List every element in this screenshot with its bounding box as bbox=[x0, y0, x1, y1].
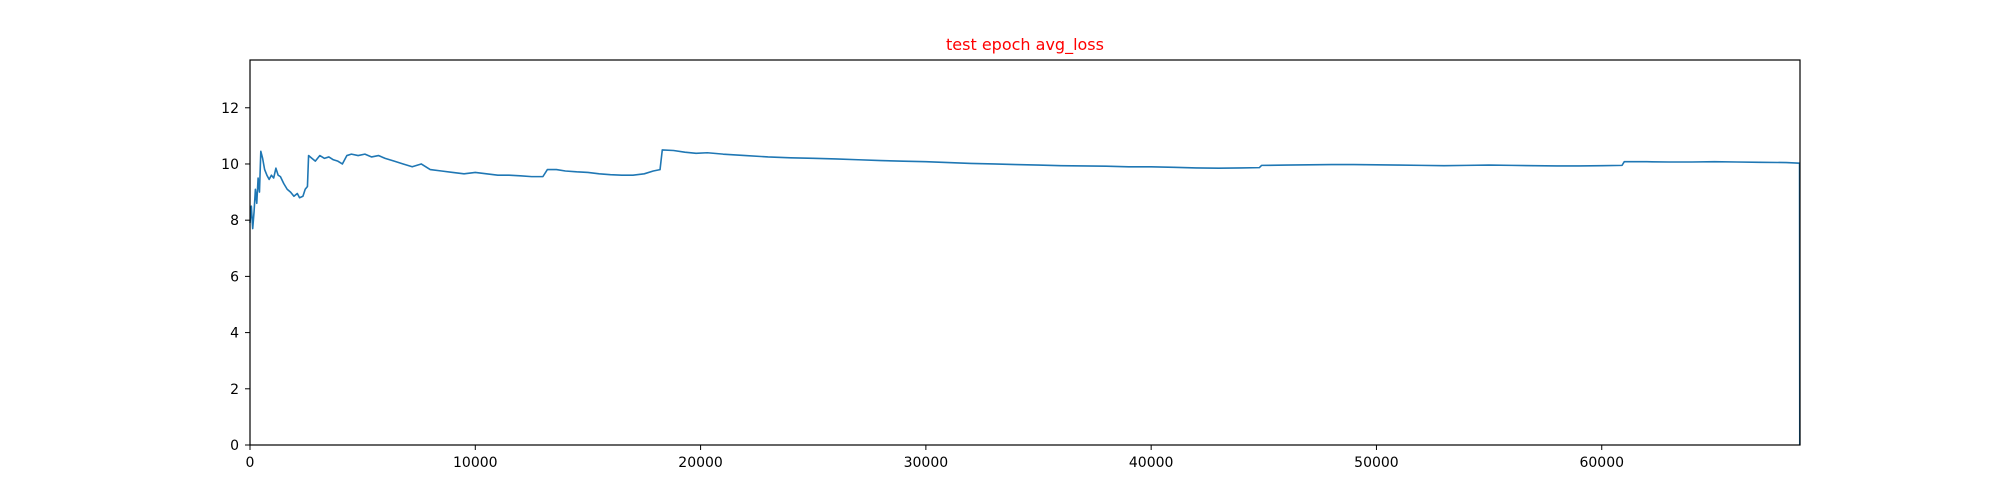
y-tick-label: 12 bbox=[221, 101, 239, 117]
x-tick-label: 10000 bbox=[453, 455, 498, 471]
x-tick-label: 20000 bbox=[678, 455, 723, 471]
y-tick-label: 10 bbox=[221, 157, 239, 173]
plot-area bbox=[249, 149, 1801, 446]
x-axis: 0 10000 20000 30000 40000 50000 60000 bbox=[246, 445, 1624, 471]
y-tick-label: 6 bbox=[230, 269, 239, 285]
x-tick-label: 60000 bbox=[1579, 455, 1624, 471]
chart-title: test epoch avg_loss bbox=[946, 35, 1104, 55]
y-axis: 0 2 4 6 8 10 12 bbox=[221, 101, 250, 454]
y-tick-label: 0 bbox=[230, 438, 239, 454]
x-tick-label: 30000 bbox=[904, 455, 949, 471]
x-tick-label: 40000 bbox=[1129, 455, 1174, 471]
axes-frame bbox=[249, 59, 1801, 446]
x-tick-label: 0 bbox=[246, 455, 255, 471]
series-line-0 bbox=[249, 149, 1801, 446]
y-tick-label: 2 bbox=[230, 382, 239, 398]
y-tick-label: 4 bbox=[230, 326, 239, 342]
x-tick-label: 50000 bbox=[1354, 455, 1399, 471]
y-tick-label: 8 bbox=[230, 213, 239, 229]
